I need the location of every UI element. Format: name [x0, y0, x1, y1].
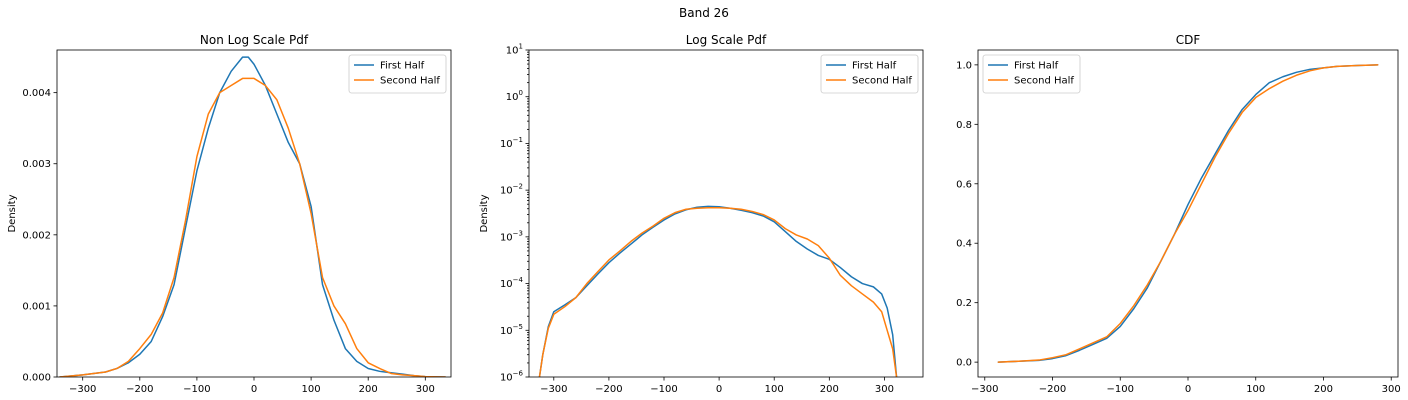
chart-title: Log Scale Pdf: [686, 33, 767, 47]
legend: First Half Second Half: [348, 54, 447, 94]
y-tick-label: 0.000: [22, 373, 51, 384]
legend-label: Second Half: [852, 76, 912, 87]
y-tick-label: 0.001: [22, 301, 51, 312]
x-tick-label: −300: [971, 384, 998, 395]
x-tick-label: −200: [1039, 384, 1066, 395]
y-tick-label: 0.6: [956, 179, 972, 190]
chart-title: Non Log Scale Pdf: [200, 33, 309, 47]
x-tick-label: 100: [1246, 384, 1265, 395]
x-tick-label: 200: [1314, 384, 1333, 395]
y-tick-label: 1.0: [956, 60, 972, 71]
y-axis-label: Density: [479, 194, 490, 232]
x-tick-label: −300: [540, 384, 567, 395]
x-tick-label: −100: [1107, 384, 1134, 395]
legend-label: First Half: [1014, 61, 1059, 72]
y-tick-label: 0.0: [956, 358, 972, 369]
chart-1: −300 −200 −100 0 100 200 300 0.000 0.001 0.002 0.0…: [7, 33, 452, 395]
y-tick-label: 10−6: [500, 370, 524, 384]
y-tick-label: 100: [506, 89, 523, 103]
series-line-second-half: [538, 206, 898, 377]
x-tick-label: −200: [126, 384, 153, 395]
x-tick-label: −100: [650, 384, 677, 395]
x-tick-label: 300: [875, 384, 894, 395]
x-tick-label: 200: [359, 384, 378, 395]
series-line-first-half: [997, 64, 1379, 363]
x-tick-label: −200: [595, 384, 622, 395]
y-tick-label: 0.002: [22, 230, 51, 241]
x-tick-label: 0: [251, 384, 257, 395]
figure-title: Band 26: [679, 6, 729, 20]
y-tick-label: 0.2: [956, 298, 972, 309]
x-tick-label: 100: [302, 384, 321, 395]
y-tick-label: 0.003: [22, 159, 51, 170]
y-tick-label: 10−4: [500, 276, 524, 290]
y-tick-label: 0.8: [956, 120, 972, 131]
chart-3: −300 −200 −100 0 100 200 300 0.0 0.2 0.4 0.6 0.8 1.0…: [956, 33, 1401, 395]
series-line-second-half: [997, 64, 1379, 363]
y-tick-label: 101: [506, 43, 523, 57]
x-tick-label: 100: [765, 384, 784, 395]
y-axis-label: Density: [7, 194, 18, 232]
legend-label: First Half: [380, 61, 425, 72]
chart-2: −300 −200 −100 0 100 200 300 10−6 10−5 10−4 10−3 10…: [479, 33, 924, 395]
series-line-first-half: [59, 56, 447, 377]
series-line-second-half: [59, 77, 447, 377]
x-tick-label: 300: [1382, 384, 1401, 395]
x-tick-label: 200: [820, 384, 839, 395]
y-tick-label: 10−5: [500, 323, 523, 337]
legend: First Half Second Half: [820, 54, 919, 94]
legend-label: Second Half: [380, 76, 440, 87]
charts-container: −300 −200 −100 0 100 200 3000.0000.0010.0020.0…: [7, 33, 1401, 395]
y-tick-label: 10−1: [500, 136, 523, 150]
legend-label: First Half: [852, 61, 897, 72]
y-tick-label: 0.004: [22, 88, 51, 99]
axes-frame: [977, 49, 1399, 378]
x-tick-label: 0: [716, 384, 722, 395]
y-tick-label: 10−3: [500, 229, 523, 243]
legend-label: Second Half: [1014, 76, 1074, 87]
x-tick-label: −300: [69, 384, 96, 395]
axes-frame: [528, 49, 924, 378]
chart-title: CDF: [1176, 33, 1201, 47]
series-line-first-half: [538, 205, 898, 377]
x-tick-label: −100: [183, 384, 210, 395]
y-tick-label: 10−2: [500, 183, 523, 197]
axes-frame: [56, 49, 452, 378]
x-tick-label: 0: [1185, 384, 1191, 395]
legend: First Half Second Half: [982, 54, 1081, 94]
x-tick-label: 300: [416, 384, 435, 395]
y-tick-label: 0.4: [956, 239, 972, 250]
